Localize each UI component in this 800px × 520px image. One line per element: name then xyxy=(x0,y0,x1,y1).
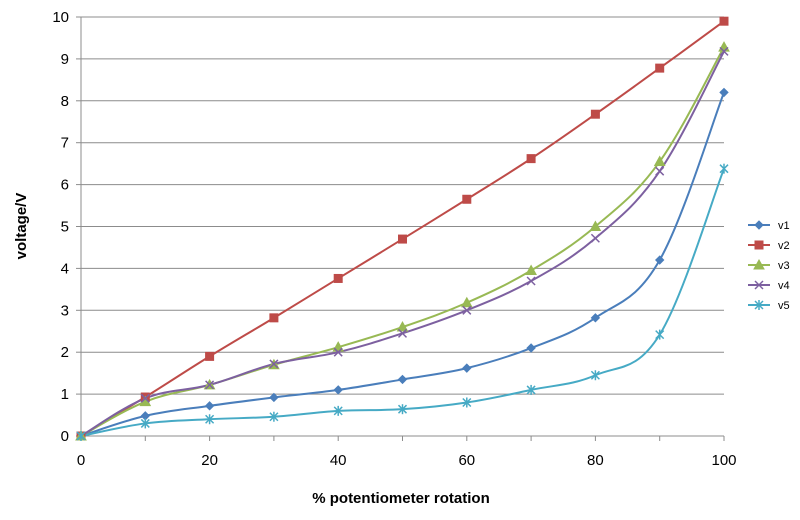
point-v4-30 xyxy=(269,359,279,369)
point-v2-30 xyxy=(269,313,279,323)
legend-item-v1: v1 xyxy=(748,220,790,232)
point-v5-30 xyxy=(269,411,279,422)
point-v2-20 xyxy=(205,351,215,361)
legend-marker-v4 xyxy=(754,280,764,290)
legend-item-v5: v5 xyxy=(748,300,790,312)
legend-label-v5: v5 xyxy=(778,300,790,312)
legend-label-v4: v4 xyxy=(778,280,790,292)
x-tick-label: 40 xyxy=(330,452,347,469)
point-v1-100 xyxy=(719,87,729,98)
series-line-v5 xyxy=(80,168,725,437)
point-v4-100 xyxy=(719,46,729,56)
point-v4-40 xyxy=(333,347,343,357)
point-v2-70 xyxy=(526,154,536,164)
y-tick-label: 1 xyxy=(61,386,69,403)
point-v2-80 xyxy=(590,109,600,119)
point-v1-50 xyxy=(397,374,408,385)
x-tick-label: 80 xyxy=(587,452,604,469)
y-tick-label: 0 xyxy=(61,428,69,445)
point-v2-50 xyxy=(398,234,407,244)
point-v3-90 xyxy=(653,155,666,167)
point-v2-60 xyxy=(462,194,472,204)
point-v1-60 xyxy=(462,363,472,373)
point-v5-90 xyxy=(655,329,665,340)
y-tick-label: 4 xyxy=(61,260,69,277)
point-v2-40 xyxy=(333,273,343,283)
series-line-v4 xyxy=(80,50,725,437)
point-v4-60 xyxy=(462,305,472,315)
point-v5-70 xyxy=(526,384,536,395)
point-v2-90 xyxy=(655,63,665,73)
legend-marker-v1 xyxy=(754,220,764,230)
point-v5-100 xyxy=(719,163,729,174)
legend: v1 v2 v3 v4 v5 xyxy=(748,220,790,312)
legend-item-v2: v2 xyxy=(748,240,790,252)
series-lines xyxy=(80,20,725,437)
legend-marker-v5 xyxy=(754,300,764,310)
point-v2-100 xyxy=(719,16,729,26)
point-v1-80 xyxy=(590,313,601,323)
point-v5-80 xyxy=(590,370,600,381)
point-v1-20 xyxy=(204,401,215,411)
point-v5-0 xyxy=(76,431,86,441)
y-tick-label: 10 xyxy=(52,9,69,26)
legend-label-v1: v1 xyxy=(778,220,790,232)
point-v5-20 xyxy=(205,414,215,425)
y-tick-label: 6 xyxy=(61,177,69,194)
legend-item-v4: v4 xyxy=(748,280,790,292)
x-tick-label: 100 xyxy=(711,452,736,469)
point-v4-20 xyxy=(205,380,215,390)
x-tick-label: 20 xyxy=(201,452,218,469)
x-axis-title: % potentiometer rotation xyxy=(312,490,490,507)
y-tick-label: 2 xyxy=(61,344,69,361)
point-v3-70 xyxy=(525,264,537,275)
point-v1-70 xyxy=(526,343,536,353)
series-line-v1 xyxy=(80,92,725,437)
y-tick-label: 8 xyxy=(61,93,69,110)
point-v5-50 xyxy=(397,404,408,415)
point-v3-60 xyxy=(460,296,473,308)
legend-item-v3: v3 xyxy=(748,258,790,272)
legend-marker-v2 xyxy=(754,240,764,250)
point-v4-10 xyxy=(140,393,150,403)
point-v4-70 xyxy=(526,276,536,286)
x-tick-label: 60 xyxy=(458,452,475,469)
point-v3-80 xyxy=(589,220,602,231)
point-v1-30 xyxy=(269,392,279,403)
axes xyxy=(76,16,725,441)
point-v5-10 xyxy=(140,418,150,429)
point-v1-40 xyxy=(333,385,343,395)
legend-marker-v3 xyxy=(753,258,765,270)
point-v4-90 xyxy=(655,166,665,176)
y-axis-title: voltage/V xyxy=(13,193,30,260)
y-tick-label: 9 xyxy=(61,51,69,68)
point-v5-40 xyxy=(333,405,343,416)
series-markers xyxy=(75,16,730,441)
y-tick-label: 3 xyxy=(61,302,69,319)
legend-label-v2: v2 xyxy=(778,240,790,252)
y-tick-label: 5 xyxy=(61,219,69,236)
point-v3-50 xyxy=(396,321,409,332)
series-line-v2 xyxy=(80,20,725,437)
point-v1-90 xyxy=(654,255,665,265)
x-tick-label: 0 xyxy=(77,452,85,469)
y-tick-label: 7 xyxy=(61,135,69,152)
legend-label-v3: v3 xyxy=(778,260,790,272)
gridlines xyxy=(81,16,724,395)
point-v3-100 xyxy=(718,41,730,52)
point-v4-80 xyxy=(590,233,600,243)
point-v4-50 xyxy=(397,328,408,338)
point-v5-60 xyxy=(462,397,472,408)
